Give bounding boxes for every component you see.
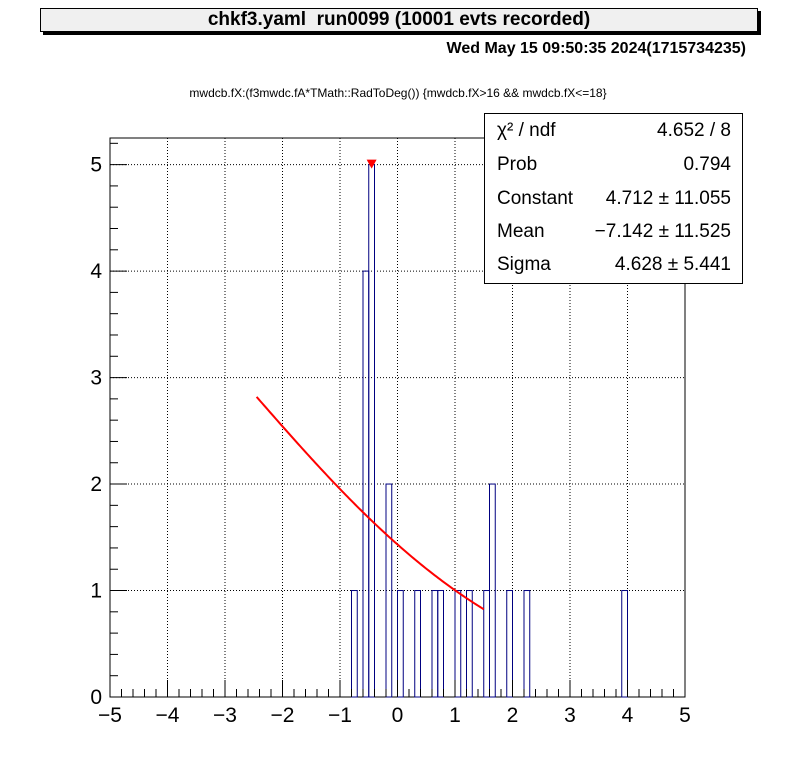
- histogram-bin: [414, 590, 421, 698]
- histogram-bin: [351, 590, 358, 698]
- histogram-bin: [466, 590, 473, 698]
- stats-box: χ² / ndf 4.652 / 8 Prob 0.794 Constant 4…: [484, 113, 743, 284]
- x-tick-label: 2: [507, 704, 519, 727]
- histogram-bins: [351, 164, 628, 698]
- histogram-bin: [523, 590, 531, 698]
- stat-name: Sigma: [497, 254, 551, 275]
- histogram-bin: [506, 590, 513, 698]
- stat-value: 0.794: [683, 154, 731, 175]
- stat-row-sigma: Sigma 4.628 ± 5.441: [497, 254, 731, 284]
- stat-row-mean: Mean −7.142 ± 11.525: [497, 221, 731, 251]
- stat-name: Prob: [497, 154, 538, 175]
- histogram-bin: [368, 164, 375, 698]
- histogram-bin: [385, 483, 393, 698]
- histogram-bin: [431, 590, 439, 698]
- x-tick-label: −5: [98, 704, 122, 727]
- histogram-bin: [454, 590, 462, 698]
- stat-name: Constant: [497, 188, 574, 209]
- stat-value: −7.142 ± 11.525: [594, 221, 731, 242]
- x-tick-label: −4: [156, 704, 180, 727]
- histogram-title-box: chkf3.yaml run0099 (10001 evts recorded): [40, 8, 758, 32]
- stat-value: 4.652 / 8: [657, 120, 731, 141]
- y-tick-label: 1: [90, 580, 102, 603]
- x-tick-label: −2: [271, 704, 295, 727]
- x-tick-label: −3: [213, 704, 237, 727]
- x-tick-label: 4: [622, 704, 634, 727]
- date-stamp: Wed May 15 09:50:35 2024(1715734235): [446, 40, 746, 57]
- max-marker: [366, 159, 377, 169]
- x-tick-label: 1: [449, 704, 461, 727]
- axis-layer: −5 −4 −3 −2 −1 0 1 2 3 4 5 0 1 2 3 4 5: [90, 142, 691, 727]
- x-tick-label: −1: [328, 704, 352, 727]
- y-tick-label: 3: [90, 367, 102, 390]
- y-tick-label: 2: [90, 473, 102, 496]
- stat-row-constant: Constant 4.712 ± 11.055: [497, 188, 731, 218]
- x-tick-label: 0: [392, 704, 404, 727]
- stat-row-prob: Prob 0.794: [497, 154, 731, 184]
- histogram-bin: [489, 483, 496, 698]
- stat-name: χ² / ndf: [497, 120, 556, 141]
- y-tick-label: 0: [90, 686, 102, 709]
- histogram-bin: [621, 590, 628, 698]
- histogram-bin: [397, 590, 404, 698]
- chart-title: mwdcb.fX:(f3mwdc.fA*TMath::RadToDeg()) {…: [189, 86, 606, 100]
- stat-value: 4.628 ± 5.441: [614, 254, 731, 275]
- y-tick-label: 5: [90, 154, 102, 177]
- y-tick-label: 4: [90, 260, 102, 283]
- stat-row-chi2: χ² / ndf 4.652 / 8: [497, 120, 731, 150]
- stat-name: Mean: [497, 221, 545, 242]
- histogram-bin: [483, 590, 490, 698]
- fit-curve: [255, 396, 485, 611]
- stat-value: 4.712 ± 11.055: [605, 188, 731, 209]
- histogram-bin: [437, 590, 444, 698]
- x-tick-label: 3: [564, 704, 576, 727]
- x-tick-label: 5: [679, 704, 691, 727]
- fit-curve-layer: [255, 159, 485, 611]
